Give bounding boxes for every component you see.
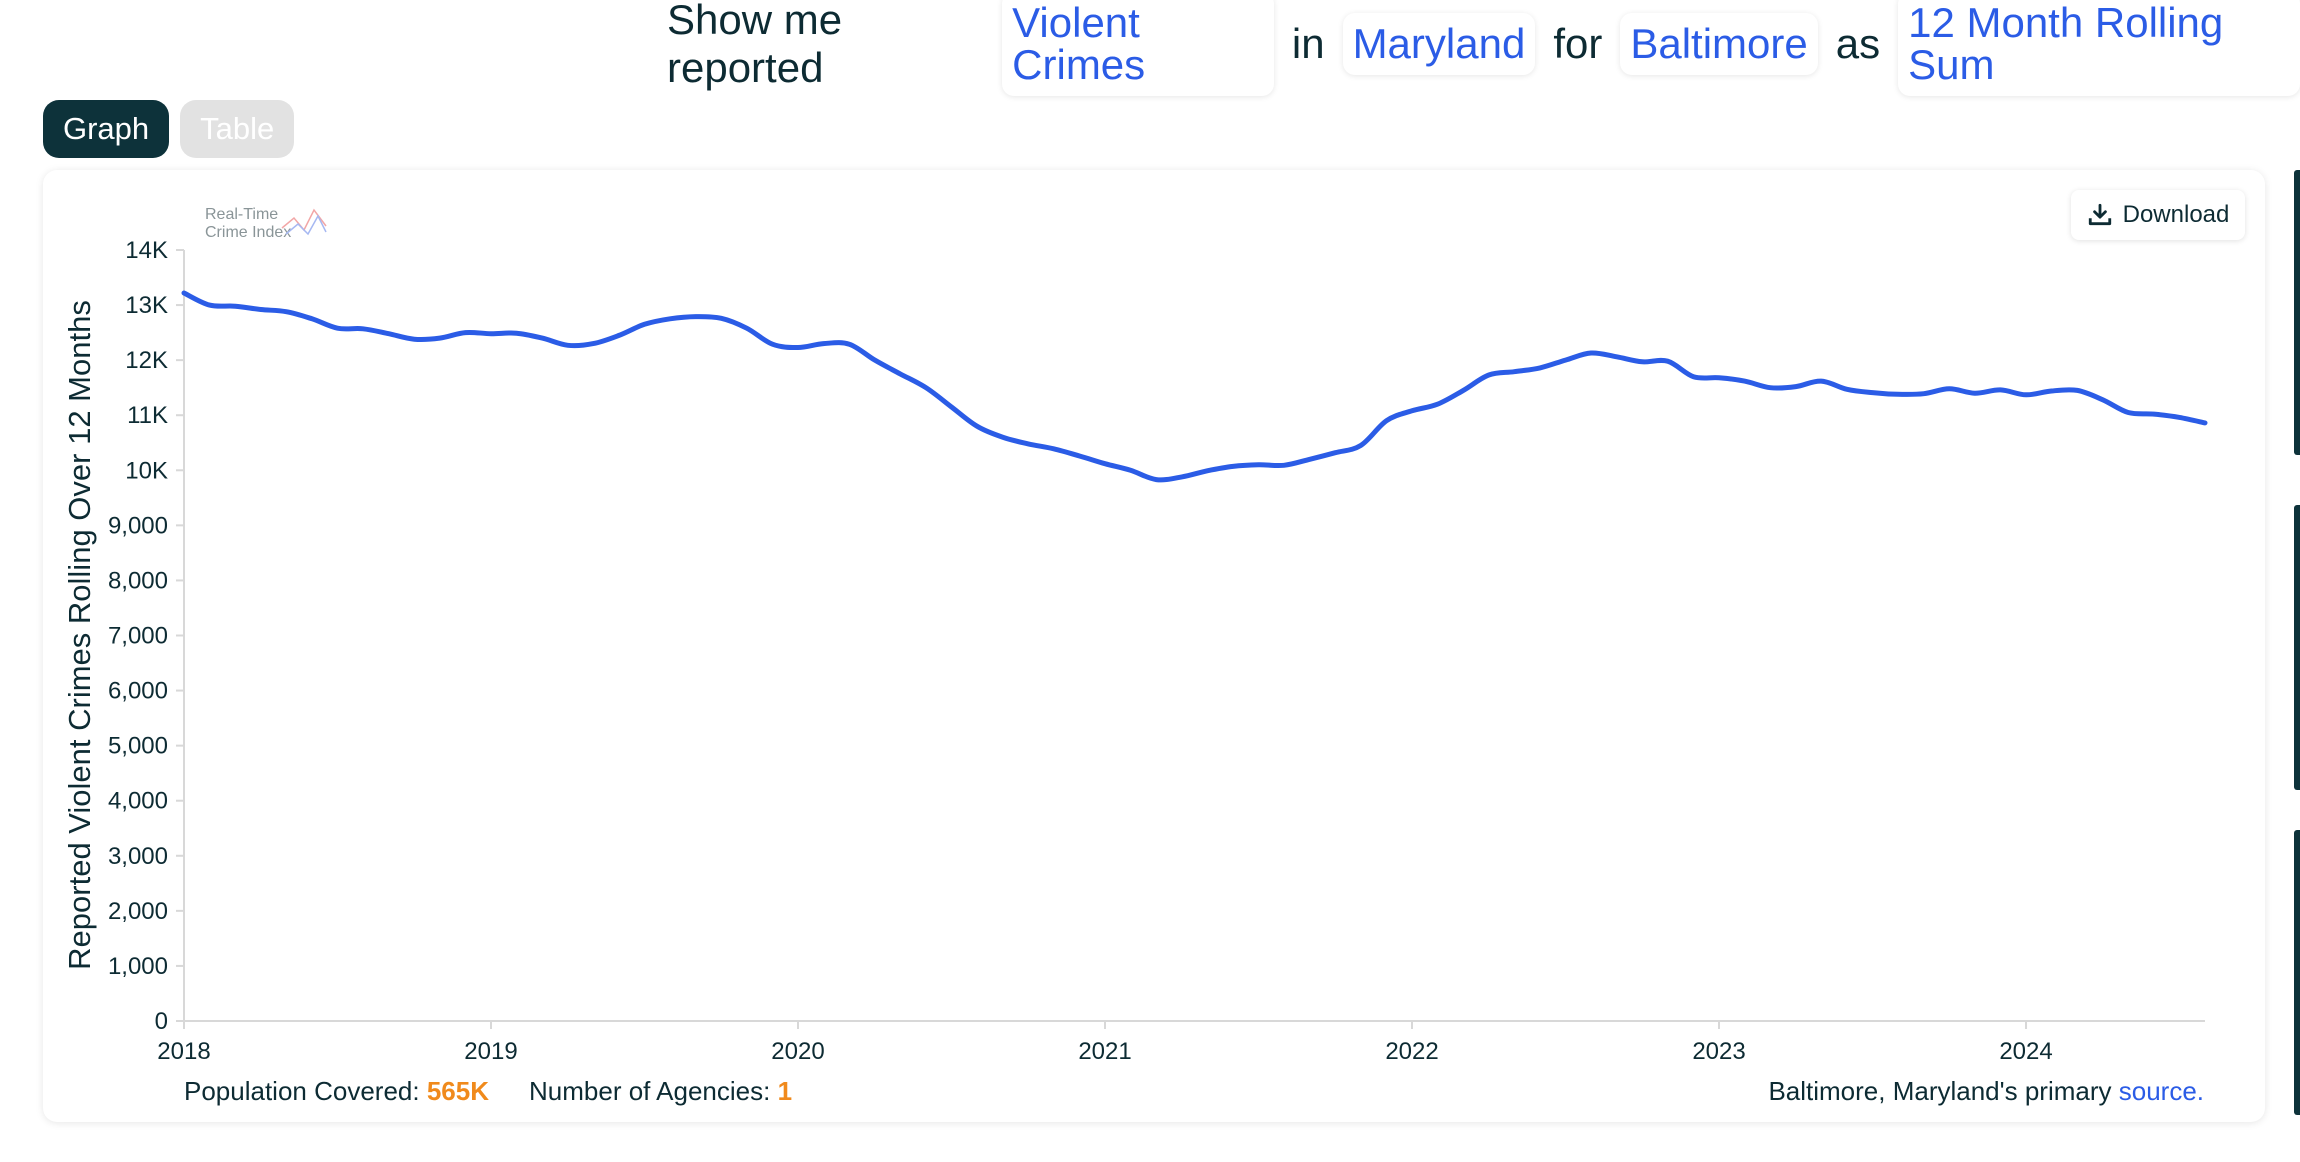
agency-selector[interactable]: Baltimore (1620, 13, 1818, 75)
x-tick-label: 2019 (464, 1038, 517, 1065)
x-tick-label: 2021 (1078, 1038, 1131, 1065)
source-text: Baltimore, Maryland's primary (1768, 1076, 2112, 1106)
state-selector[interactable]: Maryland (1342, 13, 1536, 75)
agencies-value: 1 (777, 1076, 793, 1106)
y-tick-label: 7,000 (108, 623, 168, 650)
side-panel-edge[interactable] (2294, 170, 2300, 455)
logo-line-2: Crime Index (205, 224, 292, 241)
query-text-as: as (1835, 20, 1881, 67)
y-tick-label: 12K (125, 347, 168, 374)
y-tick-label: 1,000 (108, 953, 168, 980)
side-panel-edge[interactable] (2294, 505, 2300, 790)
y-tick-label: 10K (125, 457, 168, 484)
side-panel-edge[interactable] (2294, 830, 2300, 1115)
query-text-for: for (1553, 20, 1603, 67)
series-line (181, 290, 2208, 483)
y-tick-label: 6,000 (108, 678, 168, 705)
agencies-stat: Number of Agencies: 1 (529, 1076, 792, 1107)
chart-card (43, 170, 2265, 1122)
x-axis: 2018 2019 2020 2021 2022 2023 2024 (157, 1021, 2053, 1065)
view-tabs: Graph Table (43, 100, 295, 158)
download-button[interactable]: Download (2071, 190, 2245, 240)
x-tick-label: 2022 (1385, 1038, 1438, 1065)
population-label: Population Covered: (184, 1076, 420, 1106)
download-label: Download (2122, 201, 2230, 228)
crime-type-selector[interactable]: Violent Crimes (1002, 0, 1274, 96)
logo-mark-icon (281, 208, 327, 236)
x-tick-label: 2020 (771, 1038, 824, 1065)
query-text-in: in (1291, 20, 1325, 67)
agencies-label: Number of Agencies: (529, 1076, 771, 1106)
y-tick-label: 0 (155, 1008, 168, 1035)
population-value: 565K (426, 1076, 489, 1106)
coverage-stats: Population Covered: 565K Number of Agenc… (184, 1076, 792, 1107)
y-tick-label: 5,000 (108, 733, 168, 760)
y-tick-label: 8,000 (108, 567, 168, 594)
x-tick-label: 2023 (1692, 1038, 1745, 1065)
y-tick-label: 14K (125, 237, 168, 264)
y-axis: 0 1,000 2,000 3,000 4,000 5,000 6,000 7,000 8,00… (108, 237, 184, 1035)
x-tick-label: 2024 (1999, 1038, 2052, 1065)
y-tick-label: 2,000 (108, 898, 168, 925)
y-axis-title: Reported Violent Crimes Rolling Over 12 … (62, 300, 97, 970)
population-stat: Population Covered: 565K (184, 1076, 489, 1107)
y-tick-label: 3,000 (108, 843, 168, 870)
y-tick-label: 13K (125, 292, 168, 319)
query-sentence: Show me reported Violent Crimes in Maryl… (665, 0, 2300, 96)
y-tick-label: 9,000 (108, 512, 168, 539)
tab-table[interactable]: Table (180, 100, 295, 158)
x-tick-label: 2018 (157, 1038, 210, 1065)
query-text-lead: Show me reported (667, 0, 843, 91)
source-note: Baltimore, Maryland's primary source. (1768, 1076, 2204, 1107)
y-tick-label: 11K (127, 402, 168, 429)
source-link[interactable]: source. (2118, 1076, 2204, 1106)
tab-graph[interactable]: Graph (43, 100, 170, 158)
real-time-crime-index-logo: Real-Time Crime Index (205, 206, 327, 244)
y-tick-label: 4,000 (108, 788, 168, 815)
measure-selector[interactable]: 12 Month Rolling Sum (1898, 0, 2300, 96)
logo-line-1: Real-Time (205, 206, 279, 223)
download-icon (2088, 203, 2111, 226)
